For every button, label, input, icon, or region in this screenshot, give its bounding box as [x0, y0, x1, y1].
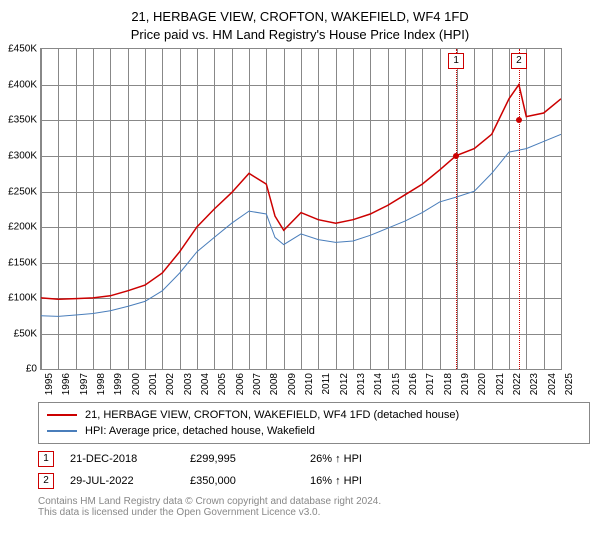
y-tick-label: £50K [14, 328, 37, 339]
x-tick-label: 2016 [408, 373, 419, 395]
legend-label: 21, HERBAGE VIEW, CROFTON, WAKEFIELD, WF… [85, 409, 459, 421]
sale-date: 21-DEC-2018 [70, 453, 190, 465]
x-tick-label: 2003 [183, 373, 194, 395]
x-tick-label: 1998 [96, 373, 107, 395]
legend-swatch [47, 414, 77, 416]
legend-swatch [47, 430, 77, 432]
x-tick-label: 2020 [477, 373, 488, 395]
title-address: 21, HERBAGE VIEW, CROFTON, WAKEFIELD, WF… [0, 8, 600, 26]
y-tick-label: £250K [8, 186, 37, 197]
chart-container: 21, HERBAGE VIEW, CROFTON, WAKEFIELD, WF… [0, 0, 600, 518]
sale-marker: 2 [38, 473, 54, 489]
marker-line-1 [456, 49, 457, 369]
footer: Contains HM Land Registry data © Crown c… [38, 496, 590, 518]
x-tick-label: 1996 [61, 373, 72, 395]
x-tick-label: 2017 [425, 373, 436, 395]
sale-row: 2 29-JUL-2022£350,00016% ↑ HPI [38, 470, 590, 492]
y-tick-label: £450K [8, 44, 37, 55]
x-tick-label: 2015 [391, 373, 402, 395]
series-property [41, 85, 561, 300]
y-tick-label: £150K [8, 257, 37, 268]
x-tick-label: 1995 [44, 373, 55, 395]
title-subtitle: Price paid vs. HM Land Registry's House … [0, 26, 600, 44]
y-tick-label: £350K [8, 115, 37, 126]
x-tick-label: 2010 [304, 373, 315, 395]
sale-marker: 1 [38, 451, 54, 467]
x-tick-label: 2000 [131, 373, 142, 395]
sale-price: £350,000 [190, 475, 310, 487]
x-tick-label: 2001 [148, 373, 159, 395]
marker-dot-2 [516, 117, 522, 123]
marker-dot-1 [453, 153, 459, 159]
x-tick-label: 2013 [356, 373, 367, 395]
x-tick-label: 2011 [321, 373, 332, 395]
x-tick-label: 2014 [373, 373, 384, 395]
legend-label: HPI: Average price, detached house, Wake… [85, 425, 315, 437]
plot-area: £0£50K£100K£150K£200K£250K£300K£350K£400… [40, 48, 600, 398]
x-tick-label: 2004 [200, 373, 211, 395]
x-tick-label: 2002 [165, 373, 176, 395]
x-tick-label: 2021 [495, 373, 506, 395]
x-tick-label: 1997 [79, 373, 90, 395]
sale-delta: 16% ↑ HPI [310, 475, 430, 487]
marker-box-1: 1 [448, 53, 464, 69]
legend-row: 21, HERBAGE VIEW, CROFTON, WAKEFIELD, WF… [47, 407, 581, 423]
series-hpi [41, 135, 561, 317]
x-tick-label: 1999 [113, 373, 124, 395]
x-tick-label: 2024 [547, 373, 558, 395]
y-tick-label: £0 [26, 364, 37, 375]
y-tick-label: £200K [8, 222, 37, 233]
y-tick-label: £400K [8, 79, 37, 90]
sale-date: 29-JUL-2022 [70, 475, 190, 487]
x-tick-label: 2022 [512, 373, 523, 395]
sales-table: 1 21-DEC-2018£299,99526% ↑ HPI 2 29-JUL-202… [38, 448, 590, 492]
legend-row: HPI: Average price, detached house, Wake… [47, 423, 581, 439]
y-tick-label: £100K [8, 293, 37, 304]
sale-delta: 26% ↑ HPI [310, 453, 430, 465]
x-tick-label: 2007 [252, 373, 263, 395]
x-tick-label: 2019 [460, 373, 471, 395]
chart-lines [41, 49, 561, 369]
x-tick-label: 2008 [269, 373, 280, 395]
x-tick-label: 2023 [529, 373, 540, 395]
x-tick-label: 2012 [339, 373, 350, 395]
title-block: 21, HERBAGE VIEW, CROFTON, WAKEFIELD, WF… [0, 0, 600, 48]
sale-row: 1 21-DEC-2018£299,99526% ↑ HPI [38, 448, 590, 470]
plot-inner: £0£50K£100K£150K£200K£250K£300K£350K£400… [40, 48, 562, 370]
footer-line-1: Contains HM Land Registry data © Crown c… [38, 496, 590, 507]
x-tick-label: 2006 [235, 373, 246, 395]
legend: 21, HERBAGE VIEW, CROFTON, WAKEFIELD, WF… [38, 402, 590, 444]
x-tick-label: 2005 [217, 373, 228, 395]
y-tick-label: £300K [8, 151, 37, 162]
x-tick-label: 2025 [564, 373, 575, 395]
sale-price: £299,995 [190, 453, 310, 465]
footer-line-2: This data is licensed under the Open Gov… [38, 507, 590, 518]
x-axis: 1995 1996 1997 1998 1999 2000 2001 2002 2003 2004… [41, 371, 561, 399]
marker-box-2: 2 [511, 53, 527, 69]
x-tick-label: 2009 [287, 373, 298, 395]
x-tick-label: 2018 [443, 373, 454, 395]
marker-line-2 [519, 49, 520, 369]
y-axis: £0£50K£100K£150K£200K£250K£300K£350K£400… [1, 49, 39, 369]
